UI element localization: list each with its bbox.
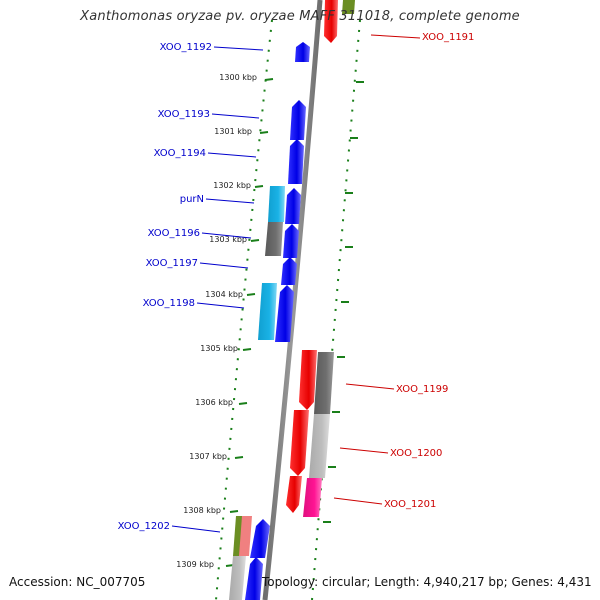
gene-arrow-xoo-1194[interactable] (288, 139, 304, 184)
gene-arrow-xoo-1202[interactable] (250, 519, 270, 558)
gene-label-xoo-1193[interactable]: XOO_1193 (158, 109, 210, 120)
map-title: Xanthomonas oryzae pv. oryzae MAFF 31101… (80, 9, 520, 24)
accession-text: Accession: NC_007705 (9, 575, 146, 589)
gene-label-xoo-1200[interactable]: XOO_1200 (390, 448, 442, 459)
scale-label: 1307 kbp (189, 452, 227, 461)
scale-label: 1308 kbp (183, 506, 221, 515)
gene-arrow-xoo-1198[interactable] (275, 285, 294, 342)
scale-label: 1305 kbp (200, 344, 238, 353)
cog-track-forward (229, 186, 285, 600)
reverse-leaders (333, 34, 421, 505)
gene-label-xoo-1192[interactable]: XOO_1192 (160, 42, 212, 53)
gene-label-xoo-1194[interactable]: XOO_1194 (154, 148, 206, 159)
gene-arrow-xoo-1196[interactable] (283, 224, 299, 258)
gene-arrow-xoo-1197[interactable] (281, 257, 297, 285)
gene-arrow-purn[interactable] (285, 188, 301, 224)
gene-arrow-xoo-1201[interactable] (286, 476, 302, 513)
gene-arrow-xoo-1191[interactable] (324, 0, 338, 43)
gene-label-xoo-1199[interactable]: XOO_1199 (396, 384, 448, 395)
gene-label-xoo-1202[interactable]: XOO_1202 (118, 521, 170, 532)
gene-label-xoo-1198[interactable]: XOO_1198 (143, 298, 195, 309)
scale-ring-outer (311, 19, 364, 600)
scale-label: 1302 kbp (213, 181, 251, 190)
gene-label-xoo-1197[interactable]: XOO_1197 (146, 258, 198, 269)
gene-arrow-next[interactable] (245, 557, 263, 600)
scale-label: 1309 kbp (176, 560, 214, 569)
gene-arrow-xoo-1199[interactable] (299, 350, 317, 410)
forward-leaders (171, 46, 264, 533)
gene-label-xoo-1201[interactable]: XOO_1201 (384, 499, 436, 510)
cog-track-reverse (303, 0, 355, 517)
genome-backbone (262, 0, 323, 600)
genome-summary-text: Topology: circular; Length: 4,940,217 bp… (262, 575, 592, 589)
gene-arrow-xoo-1193[interactable] (290, 100, 306, 140)
gene-label-xoo-1196[interactable]: XOO_1196 (148, 228, 200, 239)
scale-label: 1303 kbp (209, 235, 247, 244)
reverse-genes (286, 0, 338, 513)
gene-label-purn[interactable]: purN (180, 194, 204, 205)
gene-arrow-xoo-1192[interactable] (295, 42, 310, 62)
scale-label: 1304 kbp (205, 290, 243, 299)
scale-label: 1301 kbp (214, 127, 252, 136)
scale-label: 1306 kbp (195, 398, 233, 407)
gene-arrow-xoo-1200[interactable] (290, 410, 309, 476)
gene-label-xoo-1191[interactable]: XOO_1191 (422, 32, 474, 43)
forward-genes (245, 42, 310, 600)
scale-label: 1300 kbp (219, 73, 257, 82)
